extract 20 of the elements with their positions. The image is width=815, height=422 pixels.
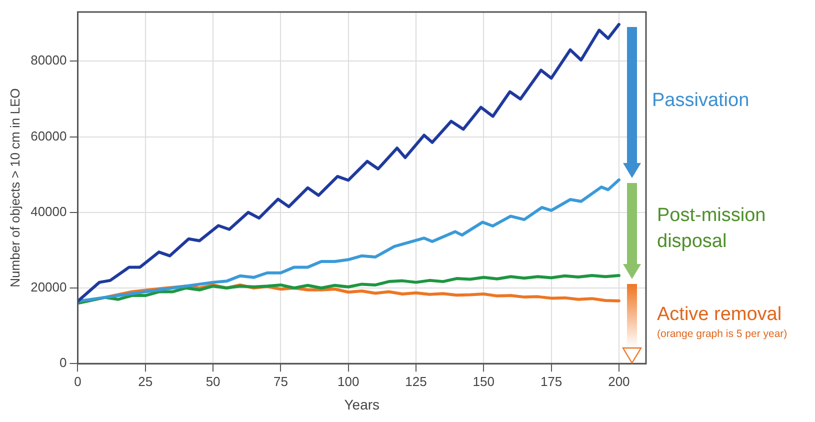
x-tick-label: 125	[405, 374, 427, 389]
y-tick-label: 60000	[30, 128, 67, 144]
x-tick-label: 0	[74, 374, 82, 389]
x-tick-label: 75	[273, 374, 288, 389]
text: Post-mission disposal	[657, 204, 767, 254]
x-tick-label: 200	[608, 374, 630, 389]
y-axis-title: Number of objects > 10 cm in LEO	[7, 88, 22, 288]
y-tick-label: 40000	[30, 204, 67, 219]
text: Active removal	[657, 303, 783, 327]
y-tick-label: 80000	[30, 52, 67, 68]
y-tick-label: 20000	[30, 280, 67, 295]
text: Passivation	[652, 89, 750, 113]
x-tick-label: 50	[206, 374, 220, 389]
x-axis-title: Years	[344, 396, 380, 412]
y-tick-label: 0	[60, 355, 67, 370]
x-tick-label: 150	[472, 374, 494, 389]
x-tick-label: 100	[337, 374, 360, 389]
x-tick-label: 175	[540, 374, 562, 389]
text: (orange graph is 5 per year)	[657, 327, 788, 342]
x-tick-label: 25	[138, 374, 153, 389]
